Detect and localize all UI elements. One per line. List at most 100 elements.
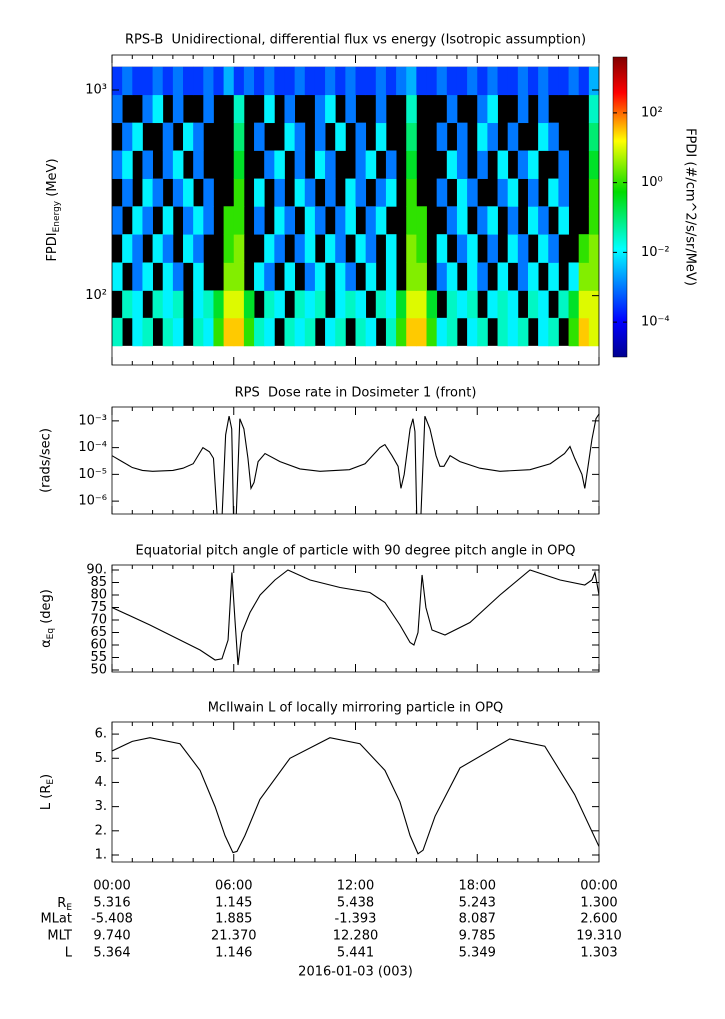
heatmap-cell (487, 94, 498, 124)
y-tick-label: 90. (86, 563, 107, 578)
ephemeris-value: 5.441 (337, 946, 374, 961)
heatmap-cell (385, 290, 397, 319)
heatmap-cell (274, 206, 285, 235)
heatmap-cell (548, 122, 559, 151)
heatmap-cell (578, 317, 590, 347)
heatmap-cell (396, 290, 407, 319)
chart-title: McIlwain L of locally mirroring particle… (208, 701, 504, 716)
heatmap-cell (588, 317, 599, 347)
heatmap-cell (355, 122, 367, 151)
heatmap-cell (477, 94, 488, 124)
heatmap-cell (284, 122, 296, 151)
heatmap-cell (294, 290, 306, 319)
y-tick-label: 10⁻⁴ (78, 440, 107, 455)
heatmap-cell (172, 262, 184, 291)
heatmap-cell (183, 206, 194, 235)
heatmap-cell (365, 262, 377, 291)
heatmap-cell (497, 178, 509, 207)
heatmap-cell (304, 262, 316, 291)
heatmap-cell (538, 206, 549, 235)
heatmap-cell (254, 262, 265, 291)
heatmap-cell (406, 262, 417, 291)
heatmap-cell (446, 290, 458, 319)
heatmap-cell (436, 178, 448, 207)
heatmap-cell (538, 94, 549, 124)
heatmap-cell (284, 94, 296, 124)
ephemeris-value: 5.316 (93, 896, 130, 911)
ephemeris-value: 5.349 (459, 946, 496, 961)
ephemeris-label: RE (57, 896, 72, 913)
heatmap-cell (193, 150, 204, 179)
ephemeris-value: -1.393 (335, 912, 377, 927)
heatmap-cell (426, 66, 438, 96)
heatmap-cell (477, 262, 488, 291)
heatmap-cell (172, 150, 184, 179)
heatmap-cell (538, 122, 549, 151)
y-tick-label: 75 (90, 600, 107, 615)
heatmap-cell (183, 234, 194, 263)
heatmap-cell (385, 317, 397, 347)
heatmap-cell (325, 66, 336, 96)
heatmap-cell (162, 122, 174, 151)
heatmap-cell (385, 262, 397, 291)
heatmap-cell (254, 206, 265, 235)
ephemeris-label: L (65, 946, 73, 961)
colorbar-tick-label: 10⁰ (641, 175, 663, 190)
heatmap-cell (406, 234, 417, 263)
heatmap-cell (406, 150, 417, 179)
heatmap-cell (355, 178, 367, 207)
heatmap-cell (588, 178, 599, 207)
heatmap-cell (193, 206, 204, 235)
heatmap-cell (112, 94, 123, 124)
heatmap-cell (233, 150, 245, 179)
heatmap-cell (254, 66, 265, 96)
heatmap-cell (294, 122, 306, 151)
x-tick-label: 06:00 (215, 879, 252, 894)
heatmap-cell (446, 206, 458, 235)
heatmap-cell (345, 66, 356, 96)
ephemeris-value: 1.303 (580, 946, 617, 961)
ephemeris-value: 1.145 (215, 896, 252, 911)
data-line (112, 413, 599, 514)
heatmap-cell (355, 150, 367, 179)
heatmap-cell (588, 290, 599, 319)
heatmap-cell (467, 317, 478, 347)
heatmap-cell (355, 234, 367, 263)
heatmap-cell (517, 94, 529, 124)
heatmap-cell (274, 234, 285, 263)
y-axis-label-after: ) (39, 774, 54, 779)
heatmap-cell (517, 150, 529, 179)
heatmap-cell (264, 317, 275, 347)
heatmap-cell (588, 150, 599, 179)
heatmap-cell (152, 290, 164, 319)
heatmap-cell (284, 262, 296, 291)
heatmap-cell (406, 178, 417, 207)
heatmap-cell (335, 66, 346, 96)
heatmap-cell (568, 290, 580, 319)
heatmap-cell (406, 66, 417, 96)
heatmap-cell (284, 206, 296, 235)
y-tick-label: 65 (90, 625, 107, 640)
date-label: 2016-01-03 (003) (298, 965, 413, 980)
heatmap-cell (436, 234, 448, 263)
heatmap-cell (568, 262, 580, 291)
heatmap-cell (112, 206, 123, 235)
heatmap-cell (426, 290, 438, 319)
heatmap-cell (588, 234, 599, 263)
heatmap-cell (335, 262, 346, 291)
heatmap-cell (406, 290, 417, 319)
ephemeris-label: MLT (47, 929, 72, 944)
heatmap-cell (162, 206, 174, 235)
heatmap-cell (365, 234, 377, 263)
heatmap-cell (314, 122, 326, 151)
heatmap-cell (497, 290, 509, 319)
ephemeris-value: 8.087 (459, 912, 496, 927)
heatmap-cell (172, 66, 184, 96)
heatmap-cell (548, 317, 559, 347)
heatmap-cell (264, 66, 275, 96)
heatmap-cell (254, 122, 265, 151)
heatmap-cell (365, 66, 377, 96)
heatmap-cell (497, 150, 509, 179)
x-tick-label: 12:00 (337, 879, 374, 894)
heatmap-cell (304, 317, 316, 347)
